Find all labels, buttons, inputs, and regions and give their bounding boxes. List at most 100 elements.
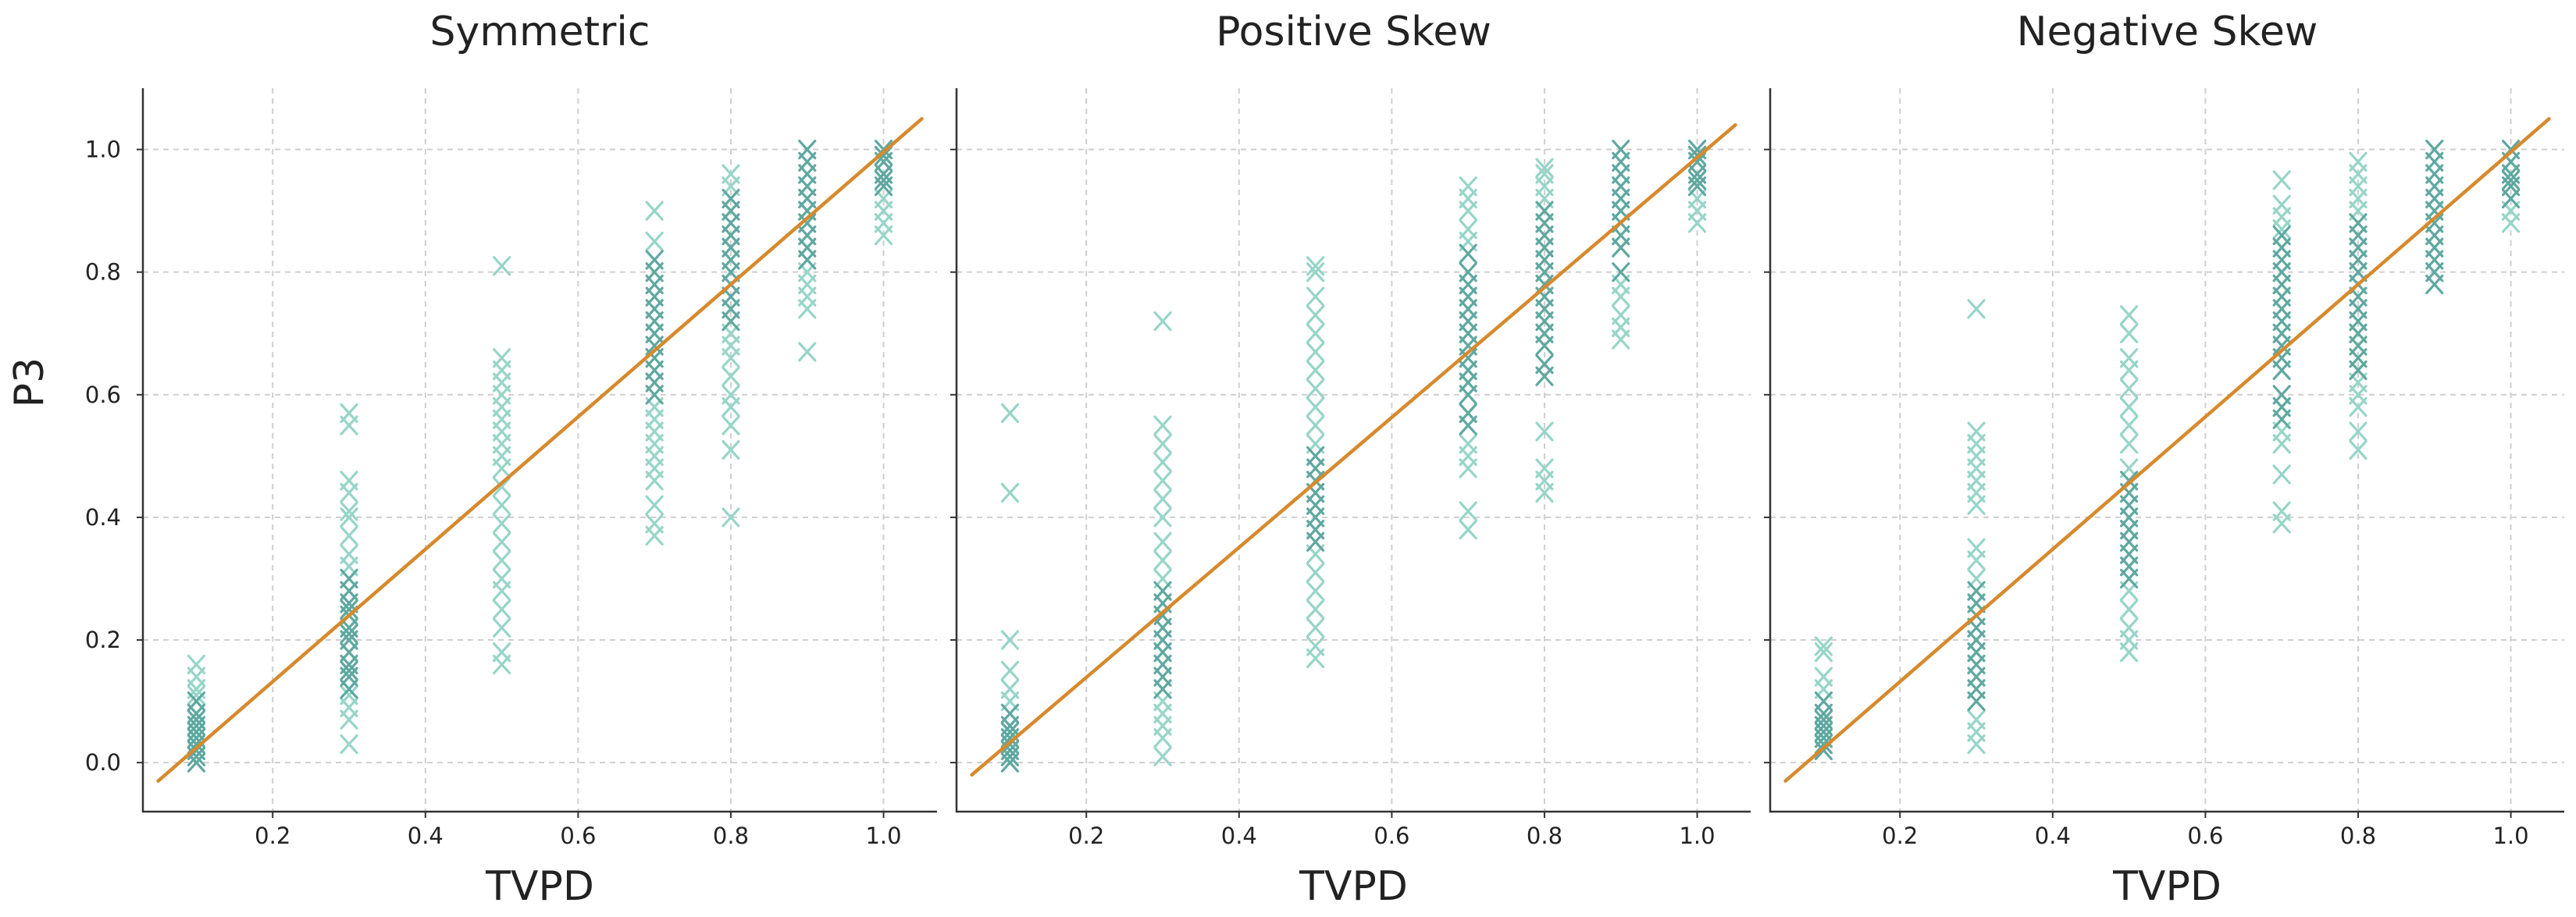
- data-point: [1535, 158, 1554, 178]
- data-point: [1306, 636, 1325, 656]
- data-point: [340, 679, 358, 699]
- data-point-stroke: [1306, 305, 1325, 325]
- data-point: [1967, 421, 1986, 442]
- panel-title: Negative Skew: [2017, 9, 2318, 55]
- data-point: [340, 568, 358, 589]
- data-point: [1814, 642, 1833, 663]
- data-point-stroke: [187, 746, 206, 766]
- data-point-stroke: [187, 709, 206, 730]
- data-point: [1967, 538, 1986, 558]
- data-point-stroke: [1535, 201, 1554, 221]
- data-point-stroke: [1459, 403, 1477, 423]
- data-point: [2272, 501, 2291, 521]
- data-point: [1612, 262, 1630, 283]
- y-tick-label: 1.0: [85, 137, 121, 163]
- data-point-stroke: [798, 139, 817, 160]
- data-point-stroke: [721, 164, 740, 184]
- data-point: [721, 164, 740, 184]
- data-point-stroke: [340, 624, 358, 644]
- data-point: [1153, 489, 1172, 509]
- data-point-stroke: [2349, 213, 2368, 233]
- data-point-stroke: [645, 495, 664, 515]
- scatter-series: [187, 139, 893, 773]
- data-point: [493, 568, 511, 589]
- data-point: [1153, 507, 1172, 528]
- data-point: [340, 544, 358, 564]
- data-point-stroke: [1153, 531, 1172, 552]
- y-tick-label: 0.0: [85, 749, 121, 776]
- data-point-stroke: [2272, 501, 2291, 521]
- grid: [957, 88, 1751, 812]
- data-point-stroke: [1153, 415, 1172, 435]
- data-point: [1687, 170, 1707, 190]
- y-tick-label: 0.4: [85, 504, 121, 531]
- data-point-stroke: [721, 366, 740, 386]
- data-point-stroke: [1306, 617, 1325, 638]
- data-point: [493, 550, 511, 570]
- data-point: [1535, 354, 1554, 375]
- data-point-stroke: [1535, 354, 1554, 375]
- data-point: [1612, 305, 1630, 325]
- data-point-stroke: [721, 415, 740, 435]
- data-point: [1306, 323, 1325, 343]
- data-point-stroke: [1000, 630, 1020, 650]
- data-point-stroke: [1814, 709, 1833, 730]
- x-tick-label: 0.2: [255, 823, 290, 849]
- scatter-series: [1814, 139, 2521, 761]
- data-point-stroke: [1687, 139, 1707, 160]
- data-point: [2272, 385, 2291, 405]
- data-point: [493, 642, 511, 663]
- data-point-stroke: [2272, 225, 2291, 246]
- grid: [143, 88, 937, 812]
- data-point-stroke: [1612, 139, 1630, 160]
- data-point-stroke: [493, 348, 511, 368]
- data-point-stroke: [1535, 164, 1554, 184]
- data-point-stroke: [493, 550, 511, 570]
- data-point-stroke: [1306, 256, 1325, 276]
- y-tick-label: 0.8: [85, 259, 121, 286]
- data-point-stroke: [2272, 170, 2291, 190]
- x-axis-label: TVPD: [485, 863, 594, 910]
- data-point: [340, 660, 358, 681]
- data-point: [340, 599, 358, 620]
- data-point-stroke: [493, 617, 511, 638]
- data-point: [1153, 415, 1172, 435]
- data-point-stroke: [493, 495, 511, 515]
- data-point-stroke: [1000, 482, 1020, 503]
- data-point-stroke: [721, 507, 740, 528]
- data-point: [1306, 599, 1325, 620]
- data-point-stroke: [1153, 550, 1172, 570]
- data-point: [874, 170, 893, 190]
- data-point-stroke: [1535, 458, 1554, 478]
- data-point: [1306, 342, 1325, 362]
- data-point-stroke: [721, 439, 740, 460]
- data-point-stroke: [2120, 323, 2139, 343]
- data-point-stroke: [1612, 305, 1630, 325]
- data-point-stroke: [1967, 421, 1986, 442]
- data-point: [721, 366, 740, 386]
- data-point-stroke: [645, 514, 664, 534]
- data-point: [721, 385, 740, 405]
- data-point-stroke: [1459, 520, 1477, 540]
- x-tick-label: 1.0: [1679, 823, 1715, 849]
- data-point: [798, 139, 817, 160]
- data-point-stroke: [1612, 262, 1630, 283]
- data-point-stroke: [1000, 679, 1020, 699]
- data-point-stroke: [340, 525, 358, 546]
- data-point-stroke: [1153, 581, 1172, 601]
- data-point-stroke: [1306, 342, 1325, 362]
- data-point-stroke: [493, 514, 511, 534]
- data-point: [1306, 256, 1325, 276]
- data-point-stroke: [493, 599, 511, 620]
- data-point-stroke: [721, 188, 740, 209]
- axis-spines: [955, 88, 1751, 813]
- data-point-stroke: [1153, 471, 1172, 491]
- data-point-stroke: [645, 201, 664, 221]
- data-point: [493, 514, 511, 534]
- data-point-stroke: [1967, 581, 1986, 601]
- data-point-stroke: [1153, 746, 1172, 766]
- data-point-stroke: [340, 471, 358, 491]
- x-tick-label: 0.8: [2340, 823, 2376, 849]
- panel-1: 0.2 0.4 0.6 0.8 1.0 0.0 0.2 0.4 0.6 0.8 1.0 Symmetr…: [85, 9, 937, 910]
- data-point-stroke: [1459, 262, 1477, 283]
